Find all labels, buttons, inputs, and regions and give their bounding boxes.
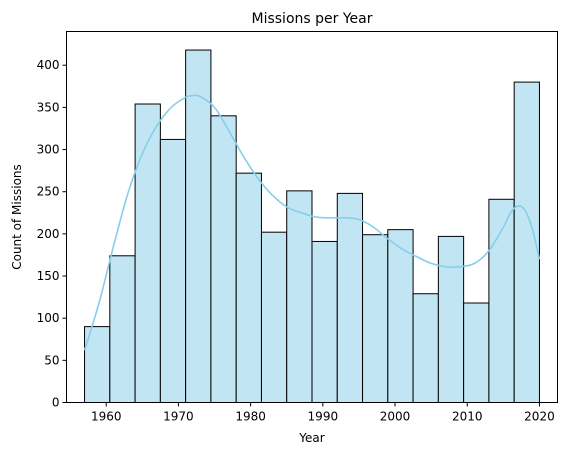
y-tick-label: 300 (37, 143, 60, 157)
histogram-bar-10 (311, 240, 338, 403)
histogram-bar-6 (210, 115, 237, 403)
y-tick-label: 150 (37, 269, 60, 283)
y-tick-label: 0 (52, 396, 60, 410)
histogram-bar-14 (412, 293, 439, 404)
x-tick-label: 1970 (163, 410, 194, 424)
kde-curve (83, 94, 541, 351)
x-tick-label: 1990 (308, 410, 339, 424)
kde-layer (83, 94, 541, 351)
histogram-bar-4 (159, 138, 187, 403)
histogram-bar-17 (488, 198, 515, 403)
x-tick-label: 2000 (380, 410, 411, 424)
y-axis: 0 50 100 150 200 250 300 350 400 (37, 58, 67, 410)
y-tick-label: 50 (44, 353, 59, 367)
y-tick-label: 100 (37, 311, 60, 325)
histogram-bar-8 (260, 231, 288, 403)
histogram-bar-13 (387, 229, 414, 403)
histogram-bar-15 (437, 235, 465, 403)
x-axis: 1960 1970 1980 1990 2000 2010 2020 (91, 402, 555, 424)
histogram-bar-3 (134, 103, 161, 403)
y-tick-label: 250 (37, 185, 60, 199)
histogram-bar-11 (336, 192, 364, 403)
y-tick-label: 400 (37, 58, 60, 72)
y-tick-label: 350 (37, 100, 60, 114)
histogram-bar-2 (109, 255, 136, 403)
y-axis-label: Count of Missions (10, 164, 24, 270)
histogram-bar-9 (286, 190, 313, 403)
x-axis-label: Year (298, 431, 324, 445)
bars-layer (84, 49, 540, 404)
x-tick-label: 2020 (524, 410, 555, 424)
histogram-bar-16 (463, 302, 490, 403)
plot-frame (66, 31, 558, 403)
chart-title: Missions per Year (252, 11, 373, 27)
x-tick-label: 1980 (235, 410, 266, 424)
histogram-bar-7 (235, 172, 262, 403)
y-tick-label: 200 (37, 227, 60, 241)
histogram-bar-5 (185, 49, 212, 404)
x-tick-label: 1960 (91, 410, 122, 424)
x-tick-label: 2010 (452, 410, 483, 424)
histogram-bar-12 (362, 234, 389, 403)
